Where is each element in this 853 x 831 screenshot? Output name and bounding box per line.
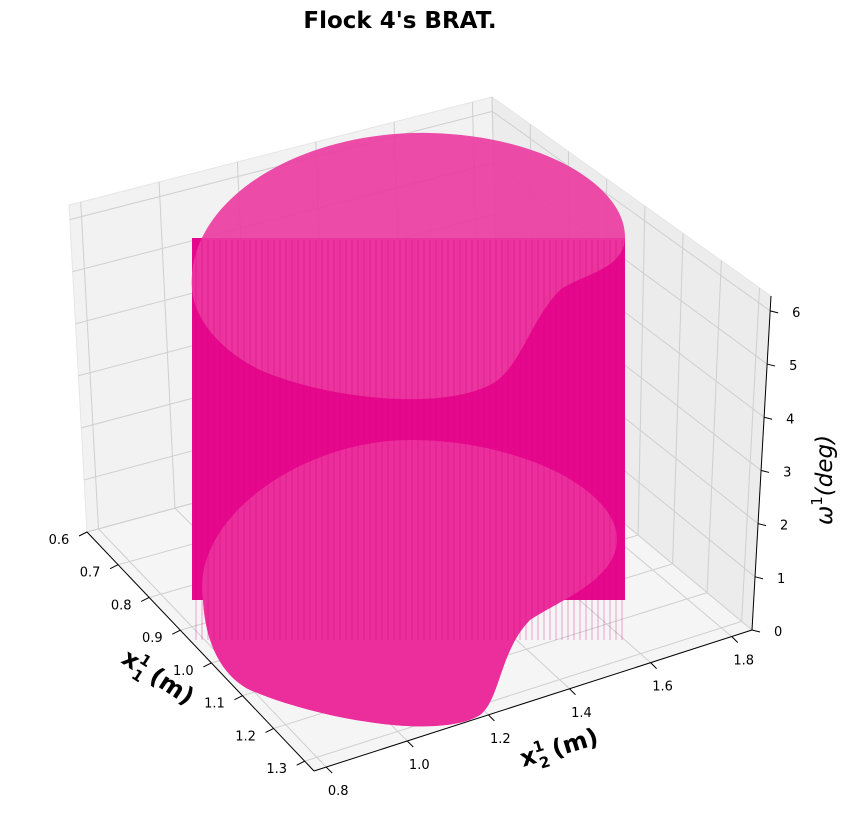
x1-tick-mark (296, 760, 305, 766)
surface-body (191, 132, 626, 727)
x2-tick-label: 1.8 (733, 654, 754, 669)
z-tick-mark (763, 416, 773, 420)
x2-axis-line (313, 629, 753, 772)
x1-tick-label: 0.7 (80, 566, 101, 581)
x1-tick-mark (172, 629, 181, 635)
x1-axis-label: x11(m) (114, 642, 200, 715)
z-tick-label: 2 (780, 519, 788, 534)
z-tick-label: 4 (786, 412, 794, 427)
x2-tick-mark (406, 740, 414, 748)
z-tick-mark (760, 469, 770, 473)
x1-tick-mark (109, 564, 119, 570)
x1-tick-mark (78, 531, 88, 537)
x2-tick-mark (325, 766, 333, 774)
z-axis-line (751, 295, 772, 631)
x1-tick-mark (265, 727, 274, 733)
x2-tick-mark (569, 688, 576, 696)
x2-tick-mark (731, 636, 739, 643)
x1-tick-label: 0.6 (49, 533, 70, 548)
z-tick-mark (770, 310, 779, 314)
x1-tick-label: 0.8 (111, 598, 132, 613)
grid-line-x2-wall (158, 181, 176, 509)
grid-line-x1 (304, 620, 742, 762)
x1-axis-line (86, 531, 315, 772)
z-tick-label: 6 (792, 306, 800, 321)
grid-line-x1-wall (637, 206, 646, 536)
chart-title: Flock 4's BRAT. (303, 8, 496, 34)
x2-tick-label: 0.8 (328, 784, 349, 799)
z-tick-label: 5 (789, 359, 797, 374)
x2-tick-label: 1.4 (571, 706, 592, 721)
z-tick-mark (767, 363, 776, 367)
x2-tick-labels: 0.8 1.0 1.2 1.4 1.6 1.8 (325, 636, 754, 799)
x1-tick-label: 1.2 (235, 729, 256, 744)
x2-tick-label: 1.2 (490, 732, 511, 747)
z-tick-label: 1 (777, 572, 785, 587)
grid-line-x1-wall (706, 260, 722, 593)
z-tick-mark (757, 523, 767, 527)
grid-line-x2 (98, 528, 327, 768)
grid-line-x1-wall (672, 233, 684, 564)
x1-tick-mark (203, 662, 212, 668)
x2-tick-mark (650, 662, 657, 669)
z-axis-label: ω1(deg) (808, 435, 838, 525)
x2-tick-label: 1.6 (652, 680, 673, 695)
surface-top (191, 132, 626, 400)
z-tick-mark (751, 629, 761, 633)
x1-tick-label: 1.0 (173, 664, 194, 679)
x2-tick-mark (488, 714, 495, 722)
x2-axis-label: x12(m) (516, 721, 603, 778)
z-tick-label: 0 (774, 625, 782, 640)
x1-tick-mark (234, 695, 243, 701)
z-tick-label: 3 (783, 465, 791, 480)
x1-tick-labels: 0.6 0.7 0.8 0.9 1.0 1.1 1.2 1.3 (49, 531, 305, 777)
x1-tick-label: 0.9 (142, 631, 163, 646)
surface-bottom-sheen (201, 440, 618, 727)
x1-tick-mark (140, 597, 150, 602)
axes (86, 295, 772, 772)
x2-tick-label: 1.0 (409, 758, 430, 773)
grid-line-x1-wall (741, 287, 761, 622)
z-tick-mark (754, 576, 764, 580)
z-tick-labels: 0 1 2 3 4 5 6 (751, 306, 800, 640)
x1-tick-label: 1.1 (204, 697, 225, 712)
x1-tick-label: 1.3 (266, 762, 287, 777)
grid-line-x2-wall (80, 201, 99, 529)
grid-line-z-back (492, 110, 771, 312)
